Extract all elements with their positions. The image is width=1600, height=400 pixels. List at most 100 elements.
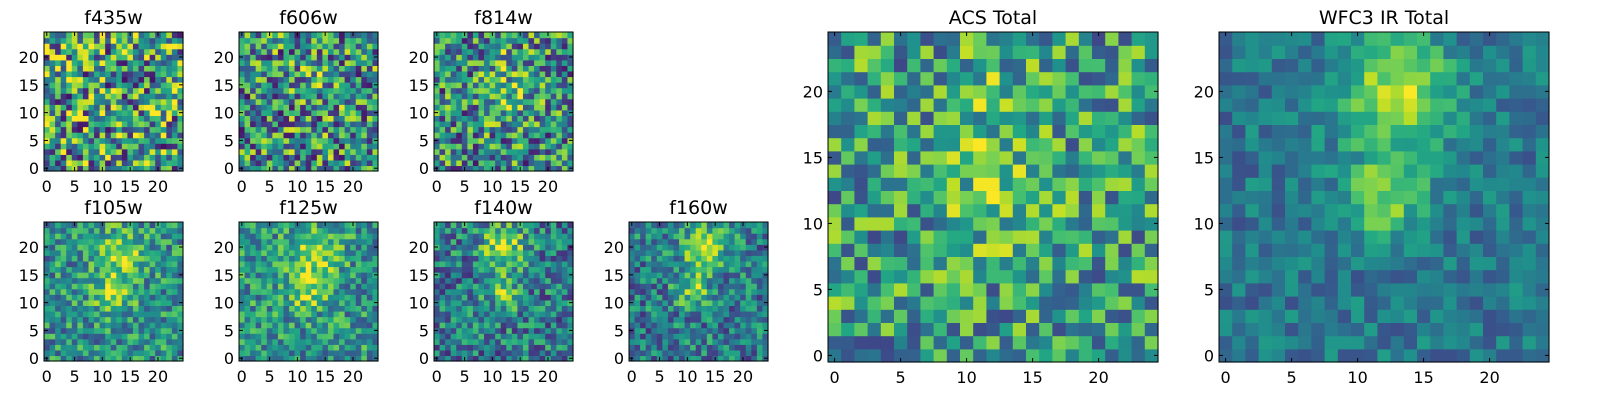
heatmap-cell xyxy=(478,272,485,279)
heatmap-cell xyxy=(461,305,468,312)
heatmap-cell xyxy=(82,32,90,39)
heatmap-cell xyxy=(322,93,329,100)
heatmap-cell xyxy=(289,154,296,161)
heatmap-cell xyxy=(88,338,95,345)
heatmap-cell xyxy=(94,260,101,268)
heatmap-cell xyxy=(110,333,117,340)
heatmap-cell xyxy=(673,244,680,251)
heatmap-cell xyxy=(506,310,513,318)
heatmap-cell xyxy=(127,227,134,234)
heatmap-cell xyxy=(550,227,557,234)
x-tick-label: 15 xyxy=(510,367,530,386)
heatmap-cell xyxy=(539,82,546,89)
heatmap-cell xyxy=(434,333,441,340)
heatmap-cell xyxy=(690,305,697,312)
heatmap-cell xyxy=(160,249,167,256)
heatmap-cell xyxy=(160,272,167,279)
heatmap-cell xyxy=(729,277,736,284)
heatmap-cell xyxy=(920,190,935,205)
heatmap-cell xyxy=(132,159,140,167)
heatmap-cell xyxy=(311,120,318,128)
heatmap-cell xyxy=(355,294,362,301)
heatmap-cell xyxy=(355,322,362,329)
heatmap-cell xyxy=(316,344,323,351)
heatmap-cell xyxy=(55,54,62,61)
heatmap-cell xyxy=(545,87,552,94)
heatmap-cell xyxy=(344,109,351,116)
heatmap-cell xyxy=(277,76,285,83)
heatmap-cell xyxy=(690,255,697,262)
heatmap-cell xyxy=(155,299,162,306)
heatmap-cell xyxy=(239,154,246,161)
heatmap-cell xyxy=(745,227,752,234)
heatmap-cell xyxy=(651,255,658,262)
heatmap-cells xyxy=(239,32,379,172)
heatmap-cell xyxy=(171,288,179,295)
heatmap-cell xyxy=(517,137,524,144)
heatmap-cell xyxy=(1052,230,1067,244)
heatmap-cell xyxy=(82,299,90,306)
heatmap-cell xyxy=(495,255,502,262)
heatmap-cell xyxy=(99,283,106,290)
heatmap-cell xyxy=(350,48,357,55)
heatmap-cell xyxy=(434,59,441,66)
heatmap-cell xyxy=(517,244,524,251)
heatmap-cell xyxy=(511,233,518,240)
heatmap-cell xyxy=(467,233,474,240)
heatmap-cell xyxy=(640,277,647,284)
heatmap-cell xyxy=(244,266,251,273)
heatmap-cell xyxy=(55,299,62,306)
heatmap-cell xyxy=(82,222,90,229)
heatmap-cell xyxy=(88,43,95,50)
heatmap-cell xyxy=(344,93,351,100)
heatmap-cell xyxy=(561,82,569,89)
heatmap-cell xyxy=(322,137,329,144)
heatmap-cell xyxy=(528,76,535,83)
heatmap-cell xyxy=(450,165,457,172)
heatmap-cell xyxy=(556,249,563,256)
heatmap-cell xyxy=(116,266,123,273)
heatmap-cell xyxy=(673,316,680,323)
heatmap-cell xyxy=(244,93,251,100)
heatmap-cell xyxy=(55,87,62,94)
heatmap-cell xyxy=(344,54,351,61)
heatmap-cell xyxy=(366,244,374,251)
heatmap-cell xyxy=(66,272,73,279)
heatmap-cell xyxy=(472,48,480,55)
heatmap-cell xyxy=(155,137,162,144)
heatmap-cell xyxy=(277,93,285,100)
heatmap-cell xyxy=(1105,335,1119,350)
heatmap-cell xyxy=(266,148,273,155)
heatmap-cell xyxy=(272,266,279,273)
heatmap-cell xyxy=(272,222,279,229)
heatmap-cell xyxy=(550,159,557,167)
heatmap-cell xyxy=(121,159,128,167)
heatmap-cell xyxy=(472,238,480,245)
heatmap-cell xyxy=(333,244,340,251)
heatmap-cell xyxy=(495,227,502,234)
heatmap-cell xyxy=(1065,177,1080,191)
heatmap-cell xyxy=(545,115,552,122)
heatmap-cell xyxy=(973,243,987,257)
heatmap-cell xyxy=(327,126,335,133)
heatmap-cell xyxy=(361,132,368,139)
heatmap-cell xyxy=(149,65,156,72)
heatmap-cell xyxy=(500,222,507,229)
heatmap-cell xyxy=(71,82,78,89)
heatmap-cell xyxy=(511,349,518,357)
heatmap-cell xyxy=(55,327,62,334)
heatmap-cell xyxy=(986,190,1001,205)
heatmap-cell xyxy=(99,266,106,273)
heatmap-cell xyxy=(484,344,491,351)
heatmap-cell xyxy=(629,249,636,256)
heatmap-cell xyxy=(456,305,463,312)
heatmap-cell xyxy=(361,249,368,256)
heatmap-cell xyxy=(534,70,541,78)
heatmap-cell xyxy=(1131,216,1146,231)
heatmap-cell xyxy=(1092,282,1106,297)
heatmap-cell xyxy=(828,335,842,350)
heatmap-cell xyxy=(361,299,368,306)
heatmap-cell xyxy=(734,310,741,318)
heatmap-cell xyxy=(534,266,541,273)
heatmap-cell xyxy=(277,120,285,128)
